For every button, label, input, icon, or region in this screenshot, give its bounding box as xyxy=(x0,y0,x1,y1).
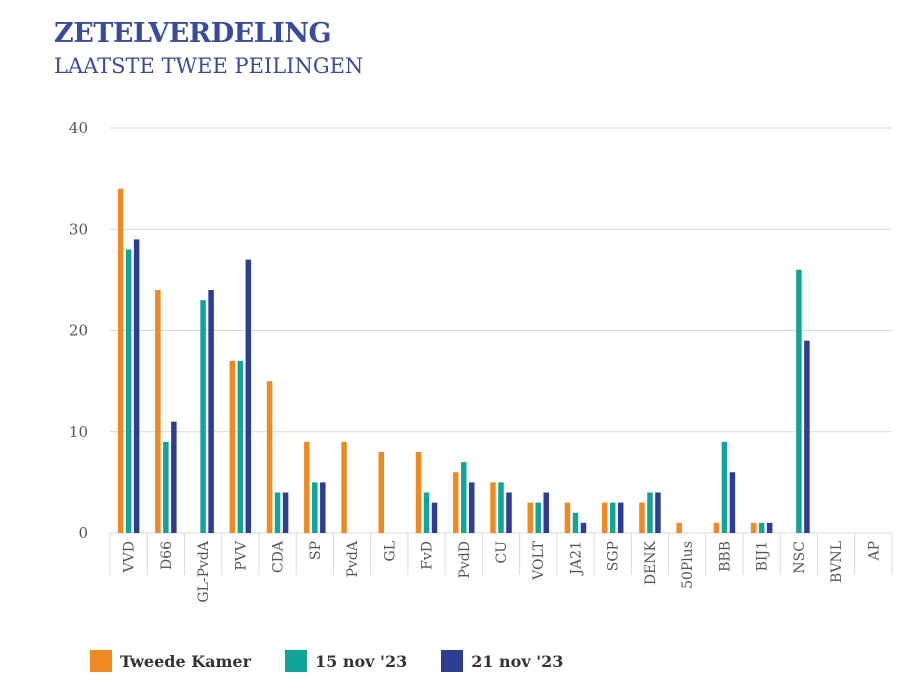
bar-chart: 0 10 20 30 40 VVD D66 GL-PvdA PVV CDA SP PvdA GL FvD P… xyxy=(69,119,893,603)
x-tick-label: VVD xyxy=(122,541,138,573)
bar xyxy=(766,522,773,533)
legend-swatch-15-nov xyxy=(285,650,308,672)
bar xyxy=(266,381,273,533)
x-tick-label: PVV xyxy=(233,540,249,571)
x-tick-label: CU xyxy=(494,541,510,564)
bar xyxy=(535,502,541,533)
bar xyxy=(312,482,318,533)
chart-title: ZETELVERDELING xyxy=(54,18,332,49)
bar xyxy=(431,502,438,533)
bar xyxy=(750,522,757,533)
legend: Tweede Kamer 15 nov '23 21 nov '23 xyxy=(90,650,563,672)
bar xyxy=(461,462,467,533)
bar xyxy=(229,360,236,533)
bar xyxy=(133,239,140,533)
x-tick-label: BIJ1 xyxy=(755,541,771,571)
x-tick-label: PvdA xyxy=(345,540,361,577)
bar xyxy=(527,502,533,533)
x-tick-label: PvdD xyxy=(457,541,473,579)
bar xyxy=(378,452,385,533)
x-tick-label: GL xyxy=(382,541,398,561)
bar xyxy=(676,522,682,533)
bar xyxy=(125,249,132,533)
x-tick-label: SP xyxy=(308,541,324,560)
x-tick-label: JA21 xyxy=(568,541,584,577)
legend-swatch-21-nov xyxy=(441,650,464,672)
x-tick-label: VOLT xyxy=(531,540,547,580)
y-tick-label: 40 xyxy=(69,119,88,137)
x-tick-label: GL-PvdA xyxy=(196,540,212,603)
bar xyxy=(163,441,169,533)
bar xyxy=(564,502,571,533)
bar xyxy=(729,472,736,533)
y-tick-label: 20 xyxy=(69,322,88,340)
bar xyxy=(117,188,124,533)
bar xyxy=(155,290,161,533)
bar xyxy=(572,512,579,533)
bar xyxy=(804,340,810,533)
bar xyxy=(617,502,624,533)
bar xyxy=(341,441,347,533)
bar xyxy=(282,492,289,533)
bar xyxy=(171,421,177,533)
x-tick-label: NSC xyxy=(792,541,808,574)
x-tick-label: DENK xyxy=(643,540,659,585)
bar xyxy=(415,452,422,533)
bar xyxy=(245,259,252,533)
y-tick-label: 30 xyxy=(69,220,88,238)
bar xyxy=(713,522,720,533)
chart-subtitle: LAATSTE TWEE PEILINGEN xyxy=(54,54,364,78)
bar xyxy=(655,492,661,533)
bar xyxy=(609,502,616,533)
x-tick-label: SGP xyxy=(606,541,622,571)
bar xyxy=(543,492,549,533)
bar xyxy=(469,482,475,533)
x-tick-label: BVNL xyxy=(829,541,845,583)
bar xyxy=(423,492,430,533)
x-tick-label: D66 xyxy=(159,541,175,570)
legend-item-21-nov[interactable]: 21 nov '23 xyxy=(441,650,563,672)
bar xyxy=(237,360,244,533)
bar xyxy=(208,290,214,533)
x-tick-label: CDA xyxy=(271,540,287,573)
x-tick-label: 50Plus xyxy=(680,541,696,589)
y-tick-label: 10 xyxy=(69,423,88,441)
bar xyxy=(647,492,653,533)
bar xyxy=(490,482,496,533)
legend-label: 15 nov '23 xyxy=(315,651,408,671)
legend-item-15-nov[interactable]: 15 nov '23 xyxy=(285,650,407,672)
bar xyxy=(758,522,765,533)
x-tick-label: BBB xyxy=(717,541,733,572)
y-tick-label: 0 xyxy=(78,524,88,542)
bar xyxy=(721,441,728,533)
bar xyxy=(506,492,512,533)
bar xyxy=(796,269,802,533)
bar xyxy=(200,300,206,533)
legend-swatch-tweede-kamer xyxy=(90,650,112,672)
bar xyxy=(320,482,326,533)
bar xyxy=(601,502,608,533)
x-tick-label: AP xyxy=(866,541,882,562)
bar xyxy=(498,482,504,533)
bar xyxy=(453,472,459,533)
legend-item-tweede-kamer[interactable]: Tweede Kamer xyxy=(90,650,251,672)
legend-label: Tweede Kamer xyxy=(120,651,252,671)
legend-label: 21 nov '23 xyxy=(471,651,564,671)
bar xyxy=(274,492,281,533)
bar xyxy=(580,522,587,533)
x-tick-label: FvD xyxy=(420,541,436,570)
bar xyxy=(639,502,645,533)
bar xyxy=(304,441,310,533)
